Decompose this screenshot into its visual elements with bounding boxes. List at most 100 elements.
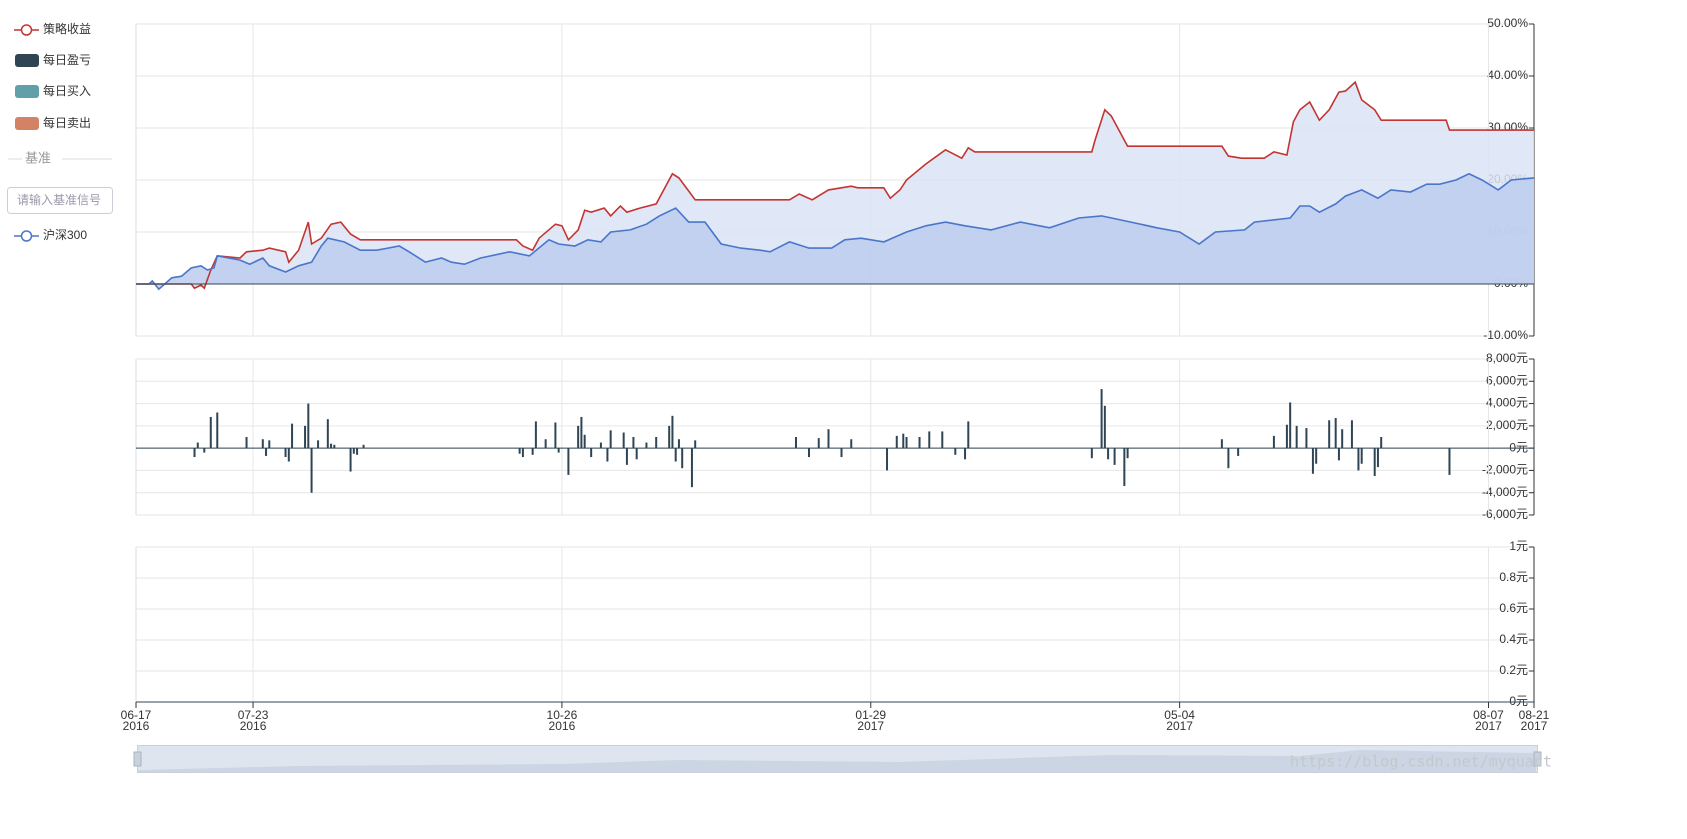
bar bbox=[609, 430, 612, 449]
bar bbox=[606, 448, 609, 462]
bar bbox=[544, 439, 547, 449]
y-tick-label: -4,000元 bbox=[1482, 485, 1528, 499]
legend-item[interactable]: 每日买入 bbox=[15, 83, 91, 98]
bar bbox=[1113, 448, 1116, 465]
zoom-handle[interactable] bbox=[1533, 751, 1542, 767]
bar bbox=[265, 448, 268, 456]
bar bbox=[352, 448, 355, 454]
bar bbox=[794, 437, 797, 449]
bar bbox=[261, 439, 264, 449]
bar bbox=[625, 448, 628, 465]
y-tick-label: 2,000元 bbox=[1486, 418, 1528, 432]
bar bbox=[291, 423, 294, 449]
data-zoom[interactable] bbox=[133, 745, 1542, 773]
bar bbox=[518, 448, 521, 454]
bar bbox=[307, 403, 310, 449]
x-tick-label: 2016 bbox=[240, 719, 267, 733]
x-tick-label: 2017 bbox=[857, 719, 884, 733]
bar bbox=[1285, 424, 1288, 449]
bar bbox=[203, 448, 206, 453]
bar bbox=[1337, 448, 1340, 461]
legend-item[interactable]: 策略收益 bbox=[14, 21, 91, 36]
bar bbox=[1123, 448, 1126, 487]
bar bbox=[817, 438, 820, 449]
bar bbox=[1315, 448, 1318, 464]
bar bbox=[245, 437, 248, 449]
legend-item[interactable]: 沪深300 bbox=[14, 228, 87, 242]
y-tick-label: -10.00% bbox=[1483, 328, 1528, 342]
bar bbox=[850, 439, 853, 449]
bar bbox=[1289, 402, 1292, 449]
bar bbox=[577, 425, 580, 449]
benchmark-input-placeholder: 请输入基准信号 bbox=[17, 192, 101, 207]
legend-label: 策略收益 bbox=[43, 21, 91, 36]
bar bbox=[674, 448, 677, 462]
bar bbox=[580, 416, 583, 449]
x-tick-label: 2016 bbox=[549, 719, 576, 733]
bar bbox=[567, 448, 570, 475]
panel: 0元 0.2元 0.4元 0.6元 0.8元 1元 bbox=[135, 539, 1535, 708]
bar bbox=[1090, 448, 1093, 459]
legend-item[interactable]: 每日盈亏 bbox=[15, 52, 91, 67]
panel: -6,000元 -4,000元 -2,000元 0元 2,000元 4,000元 6,000… bbox=[135, 351, 1535, 521]
bar bbox=[356, 448, 359, 455]
bar bbox=[668, 425, 671, 449]
x-tick-label: 08-21 bbox=[1519, 708, 1550, 722]
y-tick-label: 8,000元 bbox=[1486, 351, 1528, 365]
y-tick-label: 6,000元 bbox=[1486, 373, 1528, 387]
panel: -10.00%0.00%10.00%20.00%30.00%40.00%50.0… bbox=[135, 16, 1535, 342]
y-tick-label: 4,000元 bbox=[1486, 396, 1528, 410]
bar bbox=[531, 448, 534, 455]
bar bbox=[583, 434, 586, 449]
bar bbox=[349, 448, 352, 472]
bar bbox=[902, 433, 905, 449]
zoom-preview bbox=[138, 750, 1536, 772]
zoom-handle[interactable] bbox=[133, 751, 142, 767]
x-tick-label: 05-04 bbox=[1164, 708, 1195, 722]
benchmark-input[interactable] bbox=[7, 187, 113, 214]
series-line bbox=[136, 172, 1535, 291]
legend-item[interactable]: 每日卖出 bbox=[15, 115, 91, 130]
bar bbox=[287, 448, 290, 462]
bar bbox=[209, 416, 212, 449]
bar bbox=[1227, 448, 1230, 469]
bar bbox=[807, 448, 810, 458]
bar bbox=[1373, 448, 1376, 476]
legend-label: 每日卖出 bbox=[43, 115, 91, 130]
bar bbox=[216, 412, 219, 449]
legend-symbol bbox=[15, 54, 39, 67]
bar bbox=[941, 431, 944, 449]
bar bbox=[954, 448, 957, 455]
bar bbox=[590, 448, 593, 458]
y-tick-label: 0.2元 bbox=[1499, 663, 1528, 677]
x-tick-label: 07-23 bbox=[238, 708, 269, 722]
bar bbox=[694, 440, 697, 449]
sidebar: 基准 请输入基准信号 bbox=[7, 150, 113, 214]
bar bbox=[599, 442, 602, 449]
bar bbox=[330, 443, 333, 449]
y-tick-label: 0元 bbox=[1509, 694, 1528, 708]
bar bbox=[1100, 389, 1103, 449]
x-tick-label: 01-29 bbox=[855, 708, 886, 722]
legend-symbol bbox=[20, 230, 33, 242]
y-tick-label: 0.8元 bbox=[1499, 570, 1528, 584]
y-tick-label: 1元 bbox=[1509, 539, 1528, 553]
bar bbox=[1360, 448, 1363, 464]
bar bbox=[1126, 448, 1129, 459]
bar bbox=[827, 429, 830, 449]
bar bbox=[1107, 448, 1110, 460]
bar bbox=[677, 439, 680, 449]
y-tick-label: 50.00% bbox=[1487, 16, 1528, 30]
x-tick-label: 08-07 bbox=[1473, 708, 1504, 722]
bar bbox=[632, 437, 635, 449]
bar bbox=[964, 448, 967, 460]
legend-label: 每日买入 bbox=[43, 83, 91, 98]
bar bbox=[681, 448, 684, 469]
bar bbox=[886, 448, 889, 471]
bar bbox=[967, 421, 970, 449]
bar bbox=[554, 422, 557, 449]
y-tick-label: 0.4元 bbox=[1499, 632, 1528, 646]
bar bbox=[905, 437, 908, 449]
bar bbox=[284, 448, 287, 458]
bar bbox=[1103, 405, 1106, 449]
